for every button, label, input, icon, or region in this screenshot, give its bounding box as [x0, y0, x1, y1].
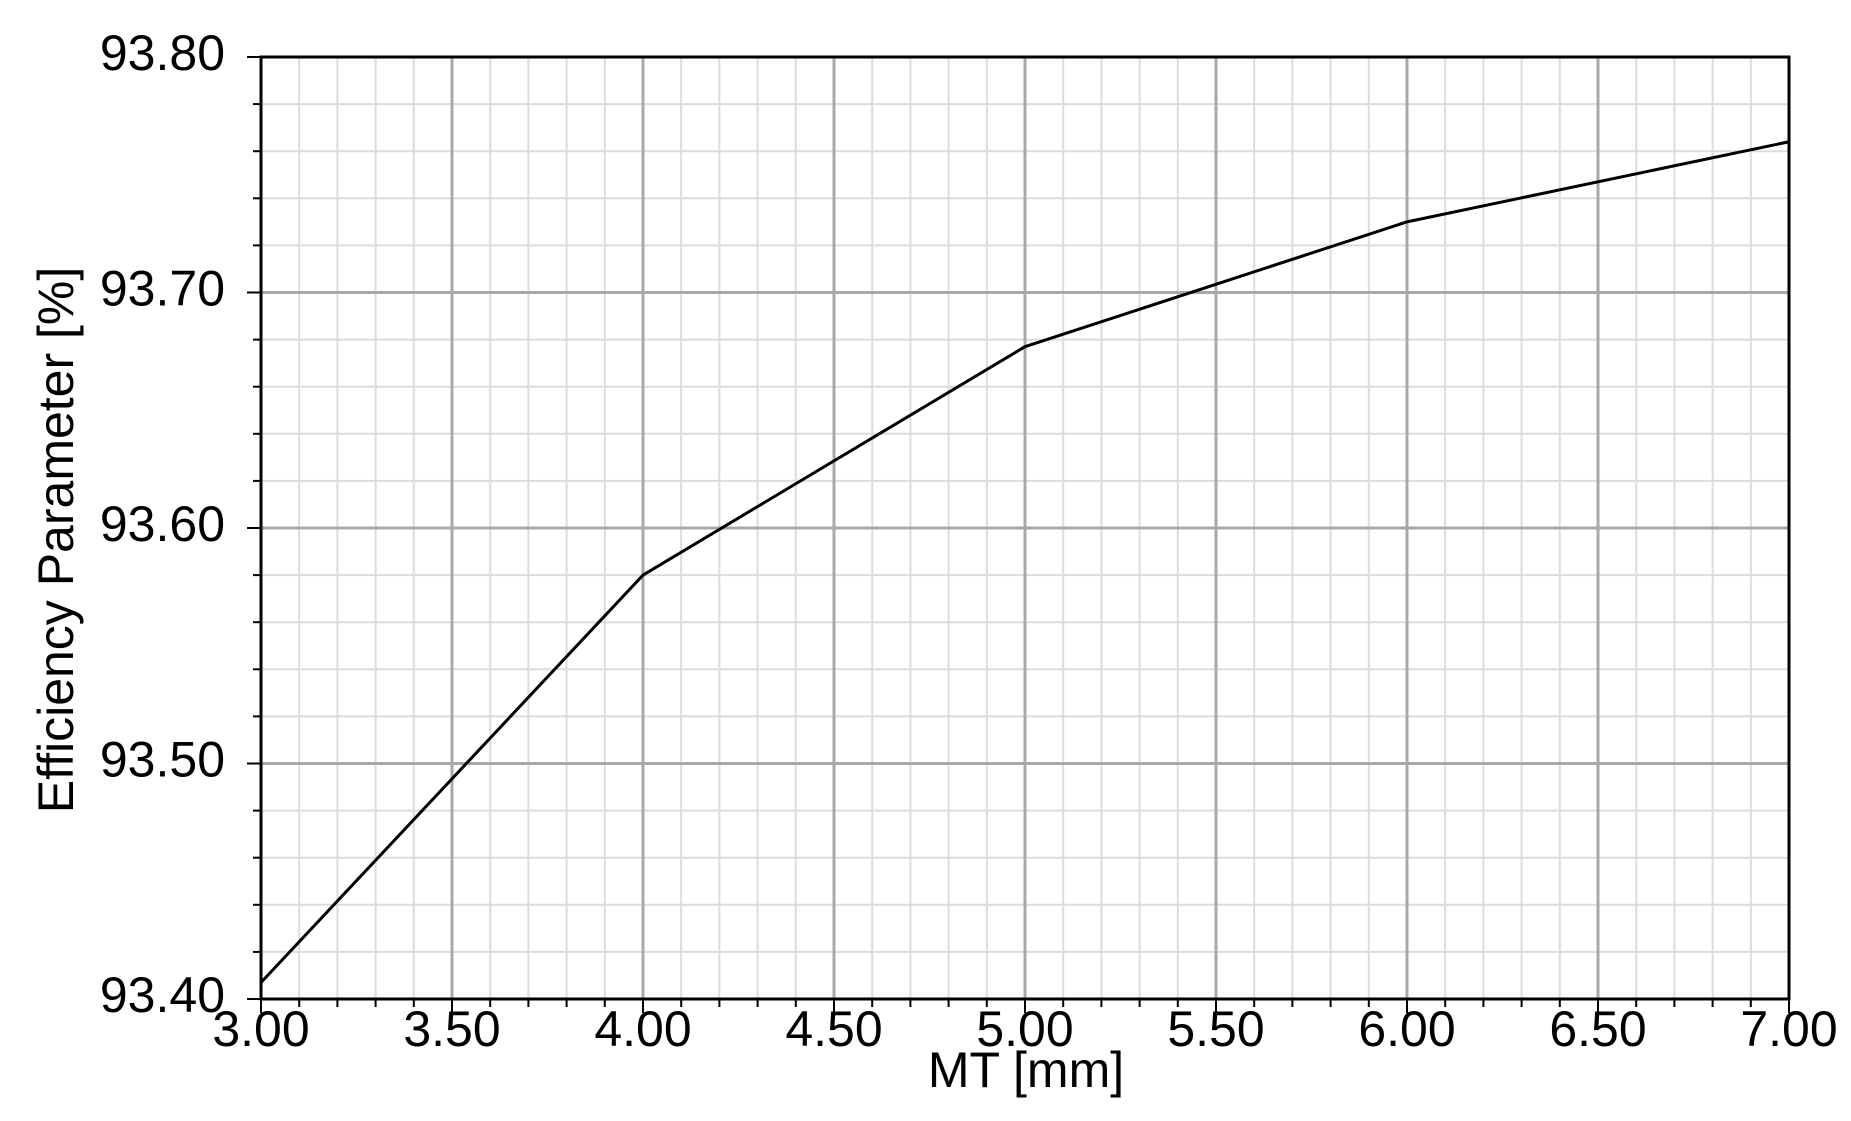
x-tick-label: 5.00: [976, 1001, 1073, 1057]
x-tick-label: 3.00: [212, 1001, 309, 1057]
x-tick-label: 6.50: [1549, 1001, 1646, 1057]
plot-frame: [259, 55, 1791, 1001]
x-tick-label: 5.50: [1167, 1001, 1264, 1057]
y-tick-label: 93.40: [100, 967, 225, 1023]
x-axis-label: MT [mm]: [928, 1042, 1124, 1098]
y-tick-label: 93.70: [100, 261, 225, 317]
y-tick-label: 93.80: [100, 25, 225, 81]
y-tick-label: 93.50: [100, 732, 225, 788]
y-tick-label: 93.60: [100, 496, 225, 552]
x-tick-label: 4.50: [785, 1001, 882, 1057]
y-axis-label: Efficiency Parameter [%]: [28, 267, 84, 814]
x-tick-label: 6.00: [1358, 1001, 1455, 1057]
x-tick-label: 3.50: [403, 1001, 500, 1057]
data-line: [259, 140, 1790, 984]
x-tick-label: 7.00: [1740, 1001, 1837, 1057]
x-tick-label: 4.00: [594, 1001, 691, 1057]
